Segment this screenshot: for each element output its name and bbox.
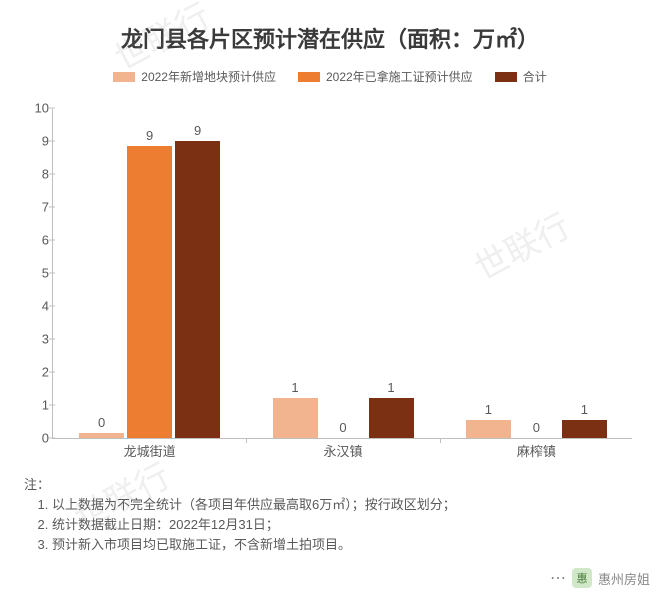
y-tick-label: 5: [25, 266, 49, 281]
bar: 1: [369, 398, 414, 438]
legend-item: 2022年新增地块预计供应: [113, 68, 276, 85]
account-avatar-icon: 惠: [572, 568, 592, 588]
legend-label: 合计: [523, 68, 547, 85]
bar-group: 101: [273, 398, 414, 438]
bar-value-label: 1: [466, 402, 511, 417]
wechat-account: ⋯ 惠 惠州房姐: [550, 568, 650, 588]
chart-title: 龙门县各片区预计潜在供应（面积：万㎡）: [0, 0, 660, 68]
y-tick-label: 1: [25, 398, 49, 413]
footnotes: 注： 以上数据为不完全统计（各项目年供应最高取6万㎡）；按行政区划分；统计数据截…: [24, 475, 640, 556]
footnote-item: 统计数据截止日期：2022年12月31日；: [52, 515, 640, 535]
x-category-label: 永汉镇: [303, 441, 383, 460]
bar: 0: [79, 433, 124, 438]
bar-value-label: 1: [369, 380, 414, 395]
notes-list: 以上数据为不完全统计（各项目年供应最高取6万㎡）；按行政区划分；统计数据截止日期…: [24, 495, 640, 555]
y-tick-label: 10: [25, 101, 49, 116]
y-tick-label: 4: [25, 299, 49, 314]
bar: 1: [466, 420, 511, 438]
legend-swatch: [298, 72, 320, 82]
wechat-icon: ⋯: [550, 568, 566, 588]
x-category-label: 龙城街道: [110, 441, 190, 460]
legend-swatch: [113, 72, 135, 82]
y-tick-label: 7: [25, 200, 49, 215]
legend-item: 合计: [495, 68, 547, 85]
bar-value-label: 1: [273, 380, 318, 395]
bar-value-label: 0: [79, 415, 124, 430]
legend-label: 2022年新增地块预计供应: [141, 68, 276, 85]
y-tick-label: 2: [25, 365, 49, 380]
bar: 9: [175, 141, 220, 438]
bar-group: 101: [466, 420, 607, 438]
x-category-label: 麻榨镇: [496, 441, 576, 460]
plot-area: 012345678910099龙城街道101永汉镇101麻榨镇: [52, 109, 632, 439]
bar-chart: 012345678910099龙城街道101永汉镇101麻榨镇: [20, 95, 640, 465]
bar-group: 099: [79, 141, 220, 438]
y-tick-label: 6: [25, 233, 49, 248]
y-tick-label: 8: [25, 167, 49, 182]
legend: 2022年新增地块预计供应 2022年已拿施工证预计供应 合计: [0, 68, 660, 85]
account-name: 惠州房姐: [598, 569, 650, 588]
y-tick-label: 3: [25, 332, 49, 347]
footnote-item: 以上数据为不完全统计（各项目年供应最高取6万㎡）；按行政区划分；: [52, 495, 640, 515]
legend-swatch: [495, 72, 517, 82]
y-tick-label: 0: [25, 431, 49, 446]
y-tick-label: 9: [25, 134, 49, 149]
bar: 9: [127, 146, 172, 438]
legend-item: 2022年已拿施工证预计供应: [298, 68, 473, 85]
bar-value-label: 0: [514, 420, 559, 435]
bar-value-label: 0: [321, 420, 366, 435]
footnote-item: 预计新入市项目均已取施工证，不含新增土拍项目。: [52, 535, 640, 555]
bar: 1: [273, 398, 318, 438]
bar-value-label: 1: [562, 402, 607, 417]
bar-value-label: 9: [127, 128, 172, 143]
bar: 1: [562, 420, 607, 438]
legend-label: 2022年已拿施工证预计供应: [326, 68, 473, 85]
notes-header: 注：: [24, 475, 640, 495]
bar-value-label: 9: [175, 123, 220, 138]
